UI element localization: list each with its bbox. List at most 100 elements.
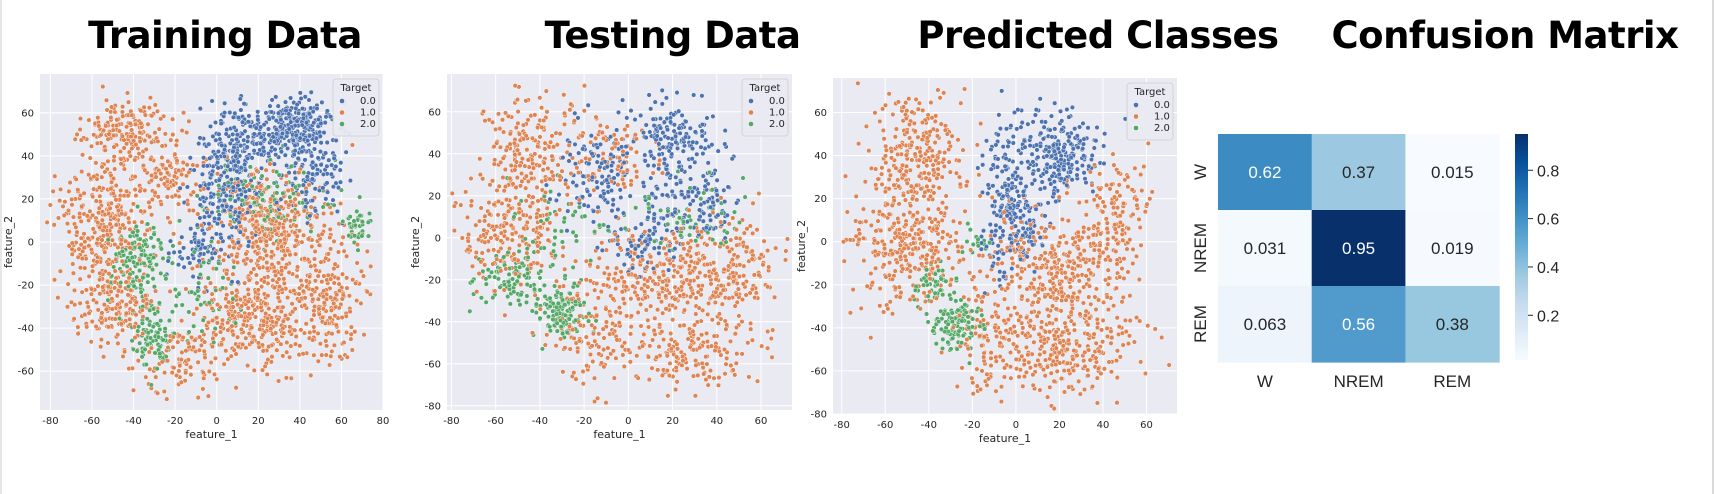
- point-class-2: [172, 286, 178, 293]
- point-class-0: [177, 185, 183, 191]
- point-class-0: [204, 209, 210, 215]
- point-class-0: [269, 109, 275, 115]
- point-class-0: [233, 136, 240, 142]
- point-class-1: [541, 117, 547, 124]
- point-class-1: [165, 215, 171, 221]
- point-class-1: [245, 286, 251, 293]
- point-class-1: [545, 226, 551, 232]
- point-class-1: [205, 393, 211, 399]
- point-class-0: [219, 142, 225, 148]
- point-class-1: [132, 121, 139, 127]
- point-class-1: [177, 363, 183, 369]
- point-class-2: [365, 233, 372, 239]
- point-class-1: [561, 92, 567, 98]
- point-class-1: [99, 174, 105, 180]
- point-class-0: [323, 150, 329, 156]
- point-class-1: [513, 159, 519, 165]
- point-class-1: [303, 321, 309, 327]
- point-class-1: [202, 339, 208, 345]
- point-class-1: [331, 342, 337, 348]
- point-class-2: [541, 282, 547, 288]
- point-class-1: [667, 360, 673, 366]
- point-class-1: [171, 365, 177, 371]
- point-class-1: [152, 130, 158, 136]
- point-class-0: [269, 97, 275, 103]
- point-class-2: [212, 326, 218, 332]
- point-class-1: [109, 104, 115, 110]
- point-class-0: [224, 174, 230, 180]
- point-class-1: [84, 324, 90, 330]
- point-class-0: [656, 151, 662, 158]
- point-class-1: [282, 312, 289, 319]
- point-class-1: [599, 240, 605, 246]
- point-class-0: [685, 193, 692, 200]
- point-class-1: [259, 367, 266, 373]
- point-class-1: [332, 313, 338, 319]
- point-class-0: [311, 146, 318, 152]
- point-class-1: [82, 312, 88, 318]
- point-class-1: [103, 306, 109, 312]
- point-class-2: [189, 289, 195, 295]
- point-class-1: [185, 201, 191, 207]
- point-class-0: [242, 161, 248, 167]
- data-points: [44, 84, 374, 402]
- point-class-1: [339, 241, 345, 247]
- point-class-1: [622, 126, 628, 133]
- point-class-1: [666, 257, 672, 264]
- point-class-1: [285, 187, 291, 194]
- point-class-0: [230, 148, 236, 154]
- point-class-1: [112, 268, 118, 274]
- point-class-1: [654, 354, 660, 360]
- point-class-1: [652, 315, 658, 321]
- point-class-2: [710, 237, 716, 243]
- point-class-1: [274, 347, 280, 353]
- point-class-2: [550, 300, 556, 307]
- point-class-1: [573, 258, 579, 264]
- point-class-1: [553, 343, 559, 349]
- point-class-1: [280, 248, 286, 254]
- point-class-1: [508, 162, 514, 169]
- point-class-1: [568, 170, 574, 177]
- point-class-1: [293, 237, 299, 243]
- point-class-1: [210, 335, 216, 341]
- point-class-1: [766, 264, 772, 270]
- point-class-1: [341, 339, 347, 346]
- point-class-1: [297, 285, 303, 291]
- point-class-1: [761, 238, 767, 244]
- point-class-2: [287, 194, 293, 200]
- point-class-1: [591, 375, 598, 381]
- point-class-0: [698, 202, 704, 208]
- point-class-1: [668, 330, 674, 337]
- point-class-1: [160, 162, 166, 168]
- point-class-0: [594, 185, 600, 191]
- point-class-0: [251, 131, 257, 137]
- point-class-2: [483, 299, 489, 305]
- point-class-0: [658, 125, 664, 131]
- point-class-2: [545, 314, 552, 320]
- point-class-2: [275, 214, 282, 220]
- point-class-1: [186, 118, 192, 124]
- point-class-0: [635, 243, 641, 249]
- point-class-0: [298, 95, 304, 102]
- point-class-2: [516, 297, 522, 303]
- point-class-1: [695, 336, 701, 342]
- point-class-0: [601, 190, 607, 197]
- point-class-1: [736, 273, 742, 280]
- point-class-1: [217, 329, 224, 335]
- point-class-0: [656, 250, 662, 256]
- point-class-0: [688, 176, 694, 182]
- point-class-2: [552, 283, 558, 289]
- point-class-1: [153, 374, 159, 380]
- point-class-1: [730, 367, 736, 373]
- point-class-0: [664, 192, 670, 198]
- point-class-0: [343, 149, 349, 155]
- point-class-0: [317, 133, 323, 139]
- point-class-1: [704, 361, 710, 367]
- point-class-2: [131, 283, 137, 289]
- point-class-1: [626, 271, 632, 278]
- point-class-2: [524, 246, 530, 252]
- point-class-0: [232, 163, 239, 169]
- point-class-0: [699, 93, 705, 99]
- point-class-1: [99, 164, 105, 170]
- point-class-1: [576, 170, 582, 176]
